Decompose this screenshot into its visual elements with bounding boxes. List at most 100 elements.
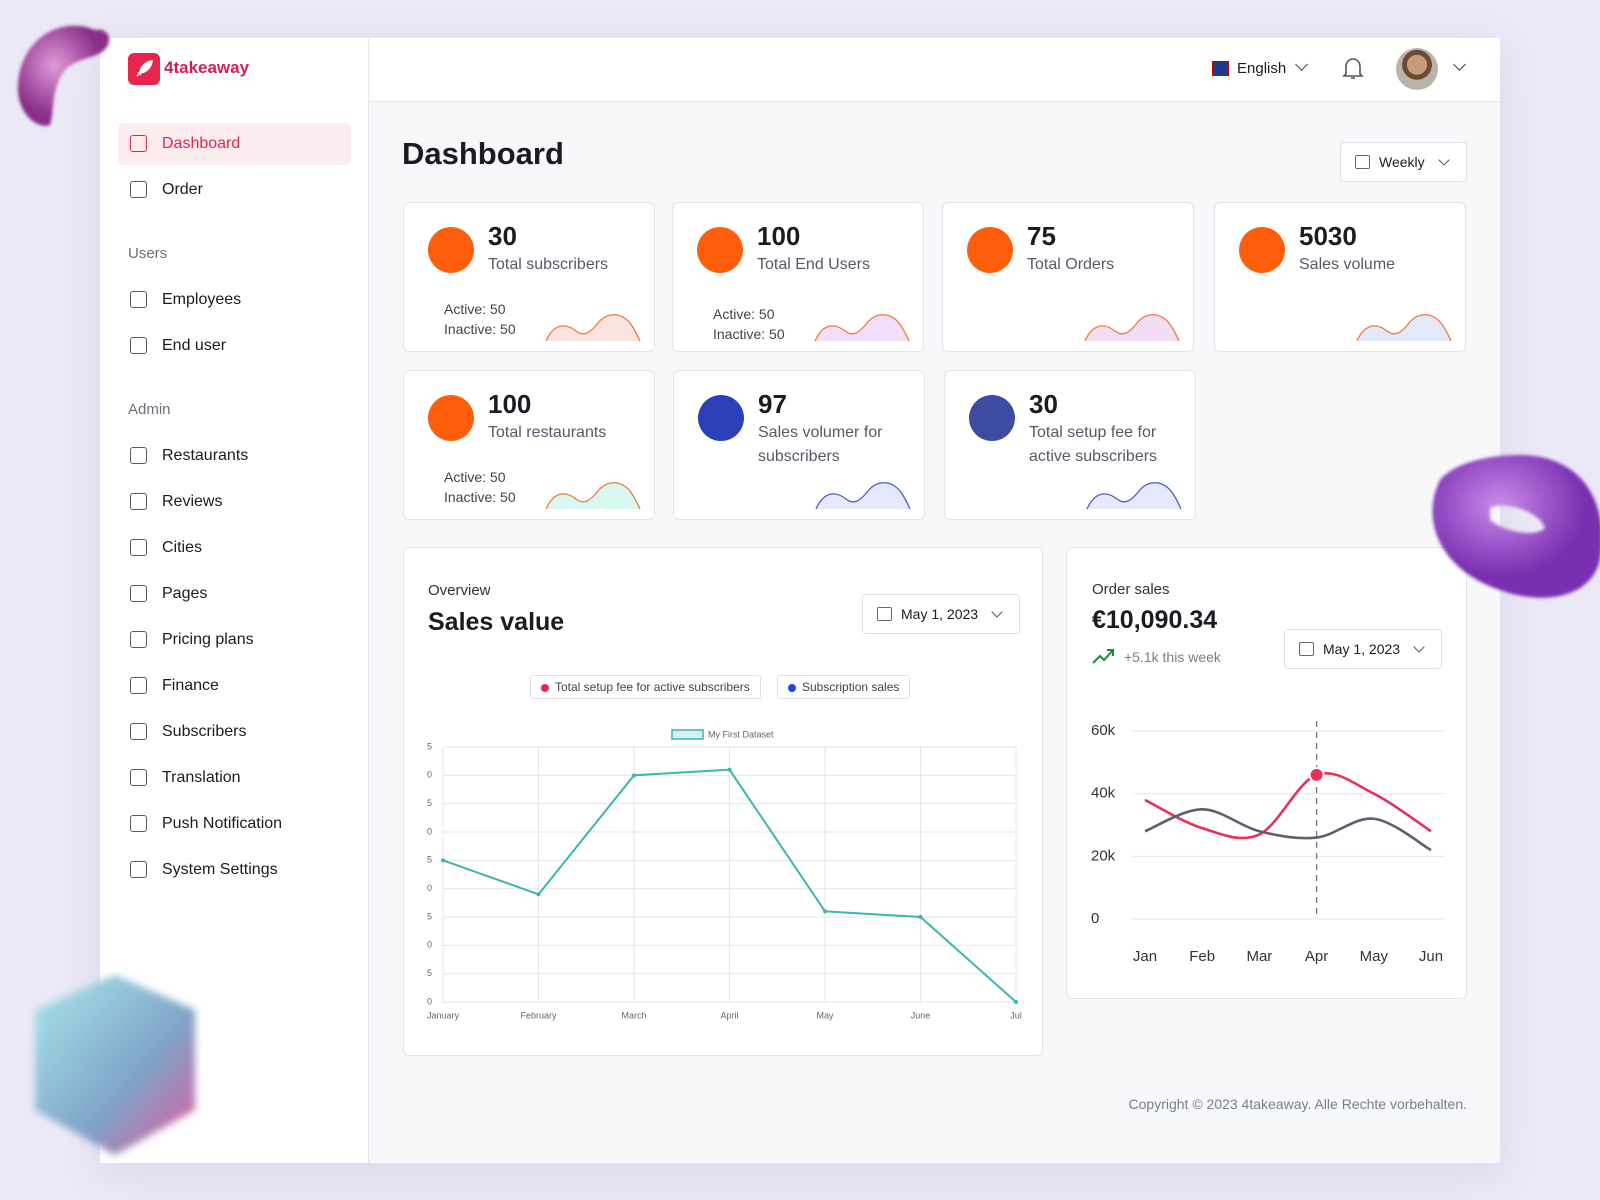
stat-active: Active: 50: [444, 469, 506, 485]
y-tick-label: 0: [427, 770, 432, 780]
sparkline-fill: [816, 482, 910, 509]
stat-card: 30 Total setup fee for active subscribers: [944, 370, 1196, 520]
card-title: Sales value: [428, 608, 565, 636]
stat-card: 100 Total restaurants Active: 50 Inactive: …: [403, 370, 655, 520]
x-tick-label: March: [621, 1010, 646, 1020]
nav-section-title: Users: [128, 245, 168, 262]
y-tick-label: 20k: [1091, 847, 1116, 864]
nav-icon: [130, 291, 147, 308]
sparkline-fill: [546, 482, 640, 509]
x-tick-label: Mar: [1246, 948, 1272, 965]
nav-item[interactable]: Translation: [118, 757, 351, 799]
sparkline-fill: [1087, 482, 1181, 509]
nav-icon: [130, 447, 147, 464]
nav-item[interactable]: Push Notification: [118, 803, 351, 845]
y-tick-label: 5: [427, 855, 432, 865]
stat-icon: [428, 395, 474, 441]
legend-item[interactable]: Total setup fee for active subscribers: [530, 675, 761, 699]
sparkline-line: [545, 482, 641, 510]
stat-card: 97 Sales volumer for subscribers: [673, 370, 925, 520]
nav-item[interactable]: Dashboard: [118, 123, 351, 165]
chevron: [1295, 58, 1308, 71]
stat-label: Total subscribers: [488, 256, 609, 273]
stat-value: 97: [758, 389, 787, 419]
sparkline-line: [1356, 314, 1452, 342]
nav-icon: [130, 815, 147, 832]
legend-swatch: [671, 729, 704, 740]
nav-item[interactable]: Employees: [118, 279, 351, 321]
nav-item[interactable]: End user: [118, 325, 351, 367]
order-amount: €10,090.34: [1092, 606, 1218, 634]
page-title: Dashboard: [402, 136, 564, 171]
decor-arc: [17, 25, 110, 126]
y-tick-label: 0: [427, 996, 432, 1006]
logo-icon: [128, 53, 160, 85]
y-tick-label: 5: [427, 798, 432, 808]
data-point: [632, 773, 636, 778]
x-tick-label: February: [520, 1010, 557, 1020]
stat-label: Sales volumer for subscribers: [758, 424, 883, 465]
nav-item[interactable]: Pricing plans: [118, 619, 351, 661]
stat-card: 5030 Sales volume: [1214, 202, 1466, 352]
nav-item[interactable]: Order: [118, 169, 351, 211]
stat-label: Sales volume: [1299, 256, 1396, 273]
nav-icon: [130, 181, 147, 198]
card-kicker: Overview: [428, 582, 491, 599]
sparkline-fill: [1085, 314, 1179, 341]
nav-item[interactable]: Reviews: [118, 481, 351, 523]
stat-label: Total setup fee for active subscribers: [1029, 424, 1158, 465]
nav-item[interactable]: System Settings: [118, 849, 351, 891]
language-select[interactable]: English: [1237, 60, 1287, 77]
stat-icon: [967, 227, 1013, 273]
y-tick-label: 5: [427, 741, 432, 751]
x-tick-label: Jul: [1010, 1010, 1022, 1020]
x-tick-label: Apr: [1305, 948, 1328, 965]
stat-label: Total Orders: [1027, 256, 1115, 273]
stat-icon: [1239, 227, 1285, 273]
sparkline-line: [1084, 314, 1180, 342]
data-point: [823, 909, 827, 914]
nav-icon: [130, 493, 147, 510]
stat-active: Active: 50: [713, 306, 775, 322]
stat-card: 100 Total End Users Active: 50 Inactive: 50: [672, 202, 924, 352]
stat-icon: [697, 227, 743, 273]
stat-value: 30: [488, 221, 517, 251]
stat-value: 100: [757, 221, 801, 251]
legend-dot: [788, 684, 796, 692]
stat-card: 75 Total Orders: [942, 202, 1194, 352]
nav-item[interactable]: Subscribers: [118, 711, 351, 753]
nav-item[interactable]: Finance: [118, 665, 351, 707]
sparkline-line: [814, 314, 910, 342]
chevron: [1453, 58, 1466, 71]
stat-icon: [969, 395, 1015, 441]
card-kicker: Order sales: [1092, 581, 1170, 598]
x-tick-label: May: [1360, 948, 1389, 965]
nav-icon: [130, 677, 147, 694]
stat-inactive: Inactive: 50: [444, 321, 516, 337]
nav-item[interactable]: Pages: [118, 573, 351, 615]
trend-icon: [1092, 649, 1114, 664]
sparkline: [1084, 314, 1180, 342]
footer: Copyright © 2023 4takeaway. Alle Rechte …: [1128, 1096, 1467, 1112]
period-select[interactable]: Weekly: [1340, 142, 1467, 182]
nav-item[interactable]: Restaurants: [118, 435, 351, 477]
stat-active: Active: 50: [444, 301, 506, 317]
data-point: [1014, 1000, 1018, 1004]
data-point: [918, 915, 923, 919]
y-tick-label: 0: [427, 940, 432, 950]
date-select[interactable]: May 1, 2023: [1284, 629, 1442, 669]
header: English: [369, 38, 1500, 102]
avatar[interactable]: [1396, 48, 1438, 90]
stat-label: Total End Users: [757, 256, 870, 273]
x-tick-label: April: [720, 1010, 738, 1020]
x-tick-label: Jan: [1133, 948, 1157, 965]
nav-item[interactable]: Cities: [118, 527, 351, 569]
date-select[interactable]: May 1, 2023: [862, 594, 1020, 634]
nav-icon: [130, 585, 147, 602]
nav-icon: [130, 631, 147, 648]
overview-card: Overview Sales value May 1, 2023 Total s…: [403, 547, 1043, 1056]
legend-item[interactable]: Subscription sales: [777, 675, 911, 699]
sparkline-fill: [815, 314, 909, 341]
stat-value: 100: [488, 389, 532, 419]
notification-bell[interactable]: [1341, 56, 1365, 82]
